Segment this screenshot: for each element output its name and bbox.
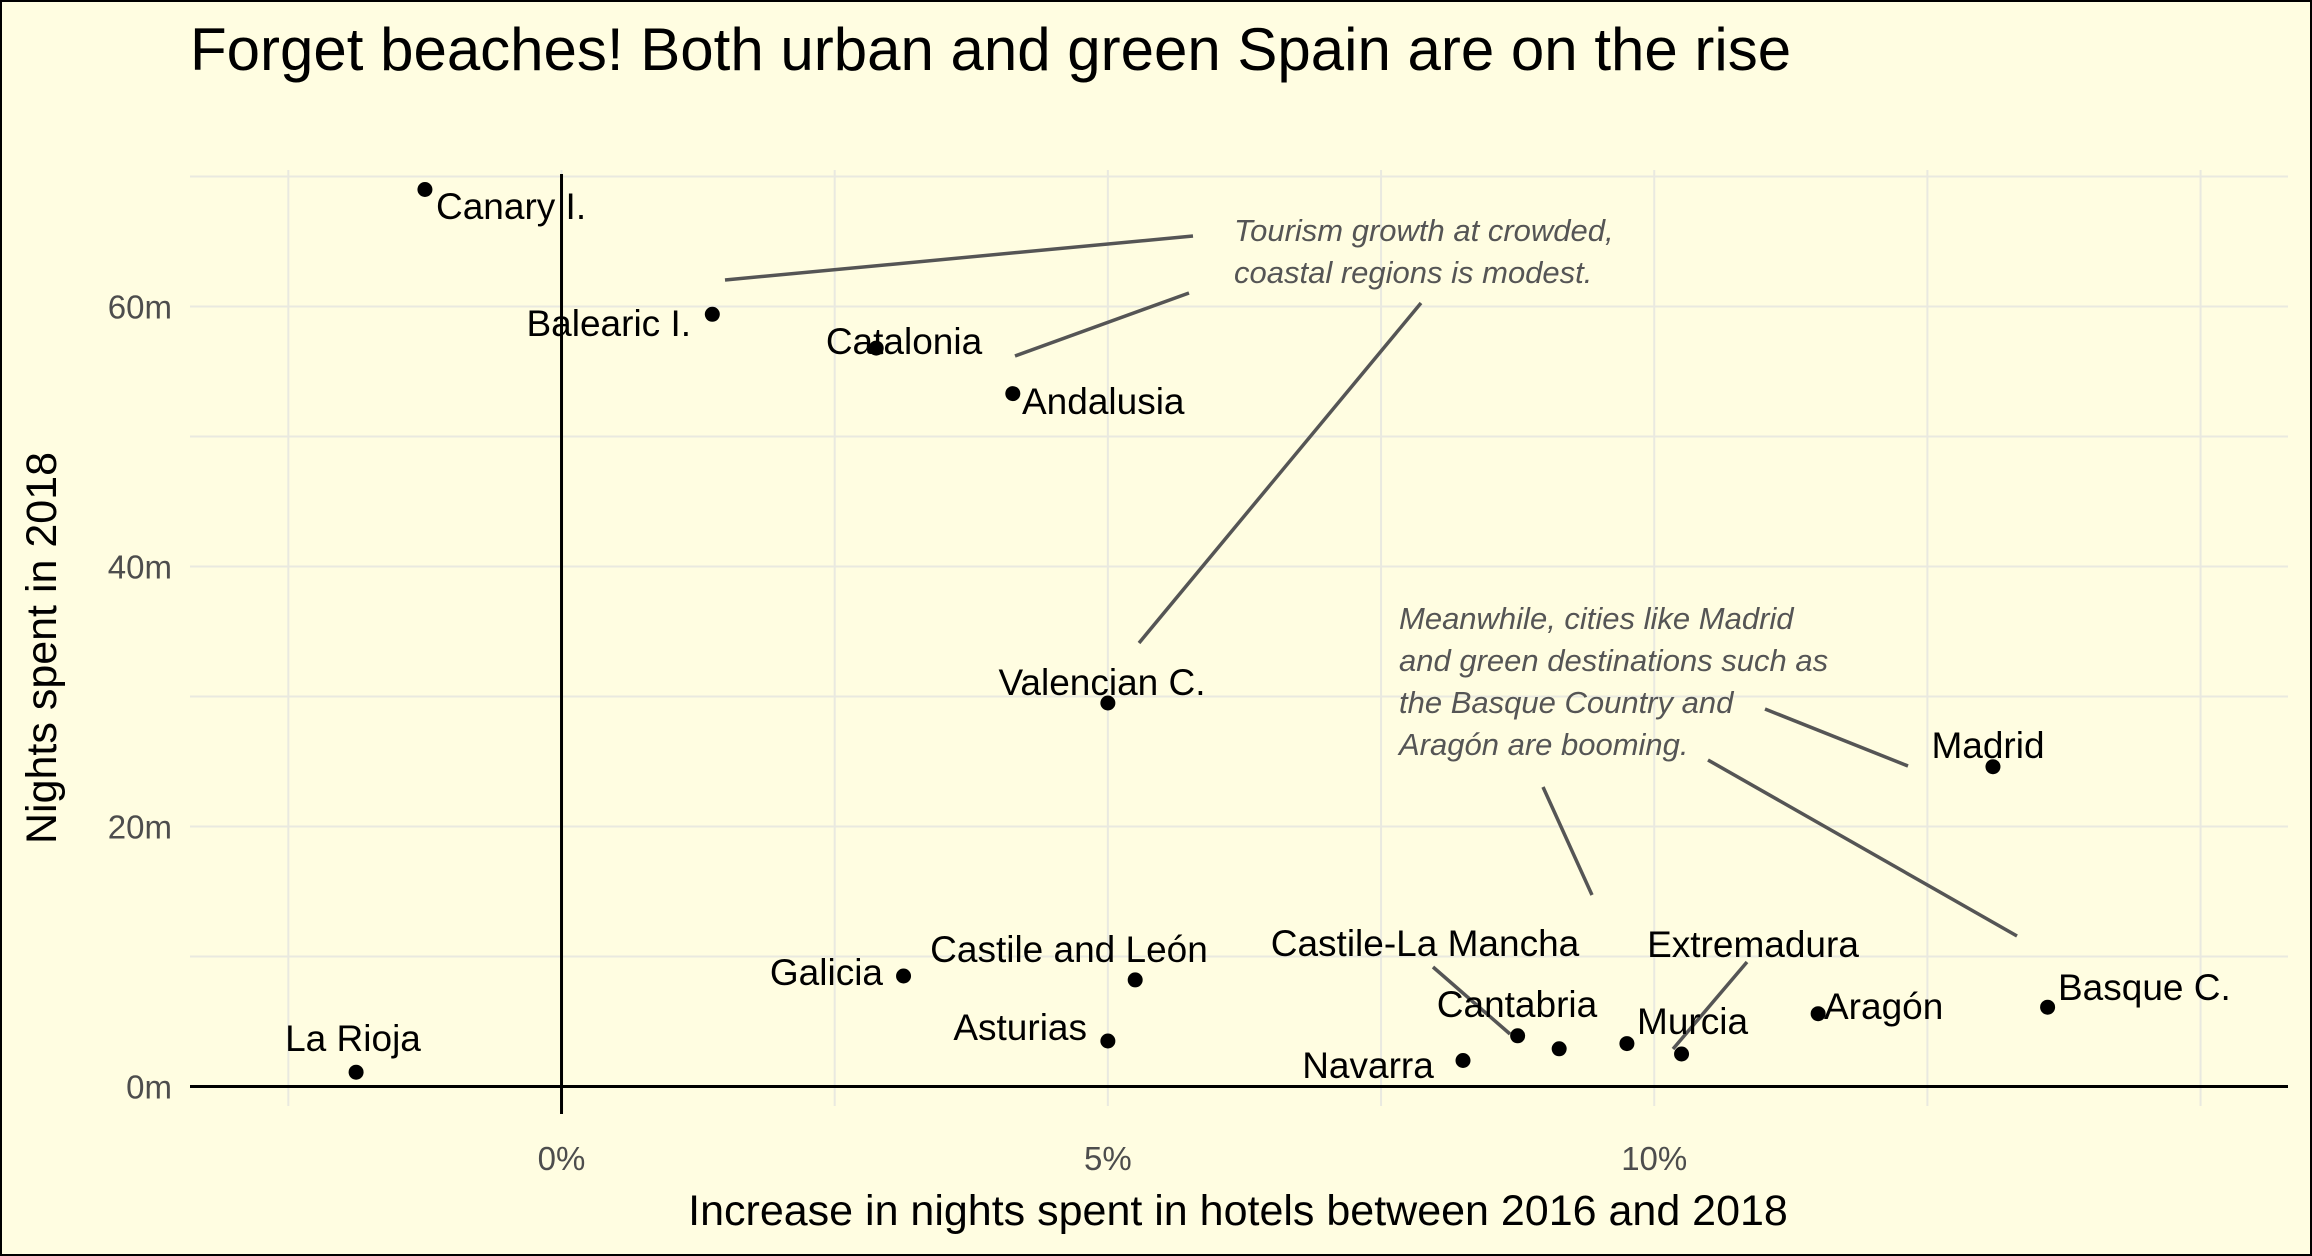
point-label: Canary I. [436,186,586,227]
callout-line [1707,758,2018,938]
point-label: Aragón [1824,986,1943,1027]
callout-line [1541,786,1594,896]
point-label: Catalonia [826,321,983,362]
annotation-line: the Basque Country and [1399,685,1735,720]
y-tick-label: 60m [108,289,172,326]
data-point [704,306,720,322]
callout-line [1431,965,1512,1036]
x-tick-label: 0% [538,1140,586,1177]
data-point [896,968,912,984]
x-axis-title: Increase in nights spent in hotels betwe… [688,1187,1788,1235]
annotation-line: coastal regions is modest. [1234,255,1592,290]
annotation-text: Tourism growth at crowded, coastal region… [1234,213,1614,290]
data-point [1005,386,1021,402]
point-label: Cantabria [1437,984,1598,1025]
data-point [1810,1006,1826,1022]
chart-text: Forget beaches! Both urban and green Spa… [18,16,1791,1235]
y-tick-label: 20m [108,809,172,846]
data-point [1674,1046,1690,1062]
data-point [1619,1036,1635,1052]
annotation-callouts [724,234,2018,1051]
data-point [1510,1028,1526,1044]
callout-line [1764,707,1909,768]
data-point [1985,759,2001,775]
y-axis-title: Nights spent in 2018 [18,452,66,844]
x-tick-label: 5% [1084,1140,1132,1177]
data-point [348,1064,364,1080]
point-label: Madrid [1931,725,2044,766]
point-label: Valencian C. [998,662,1205,703]
annotation-text: Meanwhile, cities like Madrid and green d… [1397,601,1828,762]
point-label: Balearic I. [526,303,691,344]
data-point [2040,999,2056,1015]
annotation-line: Aragón are booming. [1397,727,1689,762]
point-label: Andalusia [1022,381,1185,422]
data-point [1100,695,1116,711]
point-label: Extremadura [1647,924,1859,965]
data-point [868,340,884,356]
data-point [417,182,433,197]
data-points [348,182,2056,1080]
annotation-line: Meanwhile, cities like Madrid [1399,601,1795,636]
data-point [1455,1053,1471,1068]
y-tick-label: 40m [108,549,172,586]
point-label: Castile and León [930,929,1208,970]
point-label: Castile-La Mancha [1271,923,1580,964]
point-label: La Rioja [285,1018,421,1059]
callout-line [1137,301,1423,645]
point-label: Basque C. [2058,967,2231,1008]
callout-line [1671,960,1749,1051]
annotation-line: and green destinations such as [1399,643,1828,678]
grid [190,170,2288,1106]
callout-line [1014,291,1190,358]
point-labels: Canary I. Balearic I. Catalonia Andalusia Va… [285,186,2231,1086]
data-point [1551,1041,1567,1057]
data-point [1100,1033,1116,1049]
data-point [1127,972,1143,988]
callout-line [724,234,1194,282]
x-tick-label: 10% [1621,1140,1687,1177]
point-label: Galicia [770,952,884,993]
y-tick-label: 0m [126,1069,172,1106]
point-label: Murcia [1637,1001,1748,1042]
axes: 0% 5% 10% 0m 20m 40m 60m [108,174,2288,1177]
point-label: Navarra [1302,1045,1434,1086]
annotation-line: Tourism growth at crowded, [1234,213,1614,248]
chart-title: Forget beaches! Both urban and green Spa… [190,16,1791,83]
point-label: Asturias [953,1007,1087,1048]
